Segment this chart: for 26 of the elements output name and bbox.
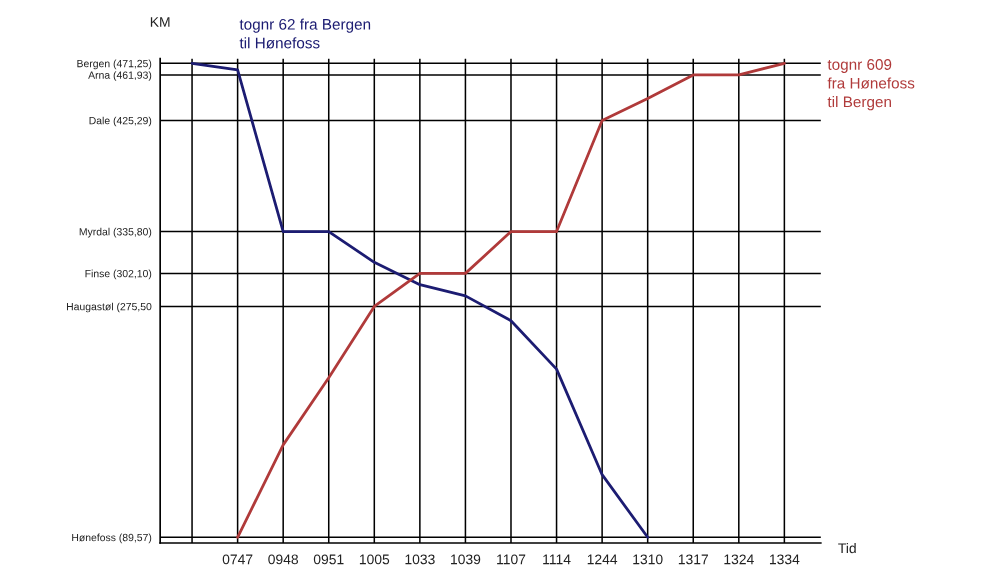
y-tick-label: Myrdal (335,80) bbox=[79, 227, 152, 238]
y-axis-title: KM bbox=[150, 17, 170, 27]
x-tick-label: 1310 bbox=[633, 554, 663, 565]
y-tick-label: Haugastøl (275,50 bbox=[66, 302, 152, 313]
y-tick-label: Finse (302,10) bbox=[85, 269, 152, 280]
y-tick-label: Hønefoss (89,57) bbox=[72, 533, 152, 544]
x-tick-label: 0747 bbox=[222, 554, 253, 565]
y-tick-label: Bergen (471,25) bbox=[77, 59, 152, 70]
series-label: tognr 62 fra Bergen til Hønefoss bbox=[239, 18, 371, 49]
x-tick-label: 1244 bbox=[587, 554, 618, 565]
y-tick-label: Arna (461,93) bbox=[88, 71, 152, 81]
x-tick-label: 1114 bbox=[543, 554, 571, 565]
line-series bbox=[190, 61, 650, 539]
x-tick-label: 1107 bbox=[497, 554, 526, 565]
x-tick-label: 1334 bbox=[769, 554, 800, 565]
x-axis-title: Tid bbox=[838, 542, 856, 554]
y-tick-label: Dale (425,29) bbox=[89, 116, 152, 127]
x-tick-label: 0948 bbox=[268, 554, 299, 565]
x-tick-label: 1324 bbox=[724, 554, 754, 565]
x-tick-label: 1039 bbox=[451, 554, 481, 565]
x-tick-label: 1005 bbox=[359, 554, 390, 565]
x-tick-label: 1317 bbox=[678, 554, 708, 565]
line-series bbox=[236, 61, 786, 539]
text: tognr 609 fra Hønefoss til Bergen bbox=[827, 59, 915, 111]
x-tick-label: 1033 bbox=[405, 554, 435, 565]
x-tick-label: 0951 bbox=[313, 554, 344, 565]
